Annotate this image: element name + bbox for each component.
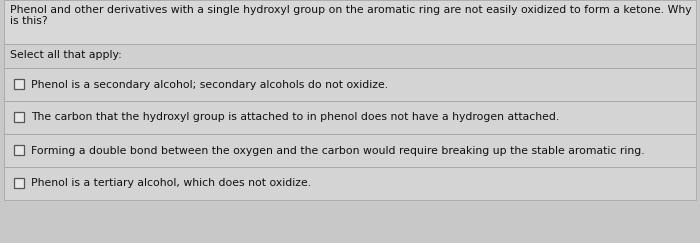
Bar <box>4 167 696 200</box>
Text: Forming a double bond between the oxygen and the carbon would require breaking u: Forming a double bond between the oxygen… <box>31 146 645 156</box>
Text: The carbon that the hydroxyl group is attached to in phenol does not have a hydr: The carbon that the hydroxyl group is at… <box>31 113 559 122</box>
Bar <box>14 179 24 189</box>
Bar <box>4 68 696 101</box>
Bar <box>4 44 696 68</box>
Bar <box>14 146 24 156</box>
Bar <box>4 0 696 44</box>
Text: is this?: is this? <box>10 16 48 26</box>
Bar <box>14 79 24 89</box>
Text: Select all that apply:: Select all that apply: <box>10 50 122 60</box>
Bar <box>14 113 24 122</box>
Bar <box>4 101 696 134</box>
Text: Phenol and other derivatives with a single hydroxyl group on the aromatic ring a: Phenol and other derivatives with a sing… <box>10 5 692 15</box>
Text: Phenol is a tertiary alcohol, which does not oxidize.: Phenol is a tertiary alcohol, which does… <box>31 179 311 189</box>
Bar <box>4 134 696 167</box>
Text: Phenol is a secondary alcohol; secondary alcohols do not oxidize.: Phenol is a secondary alcohol; secondary… <box>31 79 388 89</box>
